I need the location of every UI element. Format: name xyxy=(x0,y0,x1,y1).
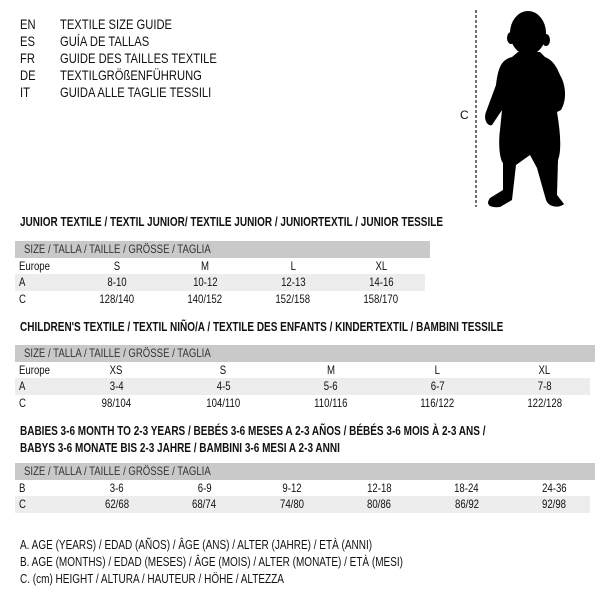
row-label: C xyxy=(19,395,26,410)
table-cell: XL xyxy=(375,258,387,273)
table-cell: 158/170 xyxy=(363,291,399,306)
table-cell: 62/68 xyxy=(104,497,129,511)
language-code: EN xyxy=(20,16,36,32)
legend-a: A. AGE (YEARS) / EDAD (AÑOS) / ÂGE (ANS)… xyxy=(20,538,373,552)
table-header: SIZE / TALLA / TAILLE / GRÖSSE / TAGLIA xyxy=(15,345,595,362)
table-row: Europe XS S M L XL xyxy=(15,362,590,379)
silhouette-head xyxy=(510,11,546,55)
table-cell: S xyxy=(220,362,227,377)
table-cell: 74/80 xyxy=(279,497,304,511)
table-cell: 110/116 xyxy=(313,395,348,410)
table-cell: 5-6 xyxy=(323,379,338,393)
table-cell: 9-12 xyxy=(282,480,302,495)
table-cell: 7-8 xyxy=(537,379,552,393)
table-row: A 8-10 10-12 12-13 14-16 xyxy=(15,274,425,291)
language-code: FR xyxy=(20,50,35,66)
table-cell: 80/86 xyxy=(367,497,392,511)
height-measure-label: C xyxy=(460,108,469,122)
table-cell: 24-36 xyxy=(541,480,567,495)
table-cell: 6-7 xyxy=(430,379,445,393)
table-cell: 14-16 xyxy=(368,275,394,289)
row-label: A xyxy=(19,379,26,393)
table-row: B 3-6 6-9 9-12 12-18 18-24 24-36 xyxy=(15,480,590,497)
table-cell: 98/104 xyxy=(101,395,132,410)
table-cell: XL xyxy=(538,362,551,377)
junior-size-table: SIZE / TALLA / TAILLE / GRÖSSE / TAGLIA … xyxy=(15,241,430,307)
row-label: C xyxy=(19,497,26,511)
language-title: TEXTILE SIZE GUIDE xyxy=(60,16,173,32)
table-row: C 98/104 104/110 110/116 116/122 122/128 xyxy=(15,395,590,412)
babies-size-table: SIZE / TALLA / TAILLE / GRÖSSE / TAGLIA … xyxy=(15,463,595,513)
table-cell: 3-4 xyxy=(109,379,124,393)
table-cell: 12-18 xyxy=(366,480,392,495)
table-cell: 4-5 xyxy=(216,379,231,393)
table-cell: 92/98 xyxy=(542,497,567,511)
babies-title-line-2: BABYS 3-6 MONATE BIS 2-3 JAHRE / BAMBINI… xyxy=(20,441,340,455)
table-cell: 128/140 xyxy=(99,291,135,306)
language-title: GUÍA DE TALLAS xyxy=(60,33,150,49)
silhouette-body xyxy=(485,52,566,208)
table-cell: 68/74 xyxy=(192,497,217,511)
table-cell: M xyxy=(326,362,335,377)
table-row: A 3-4 4-5 5-6 6-7 7-8 xyxy=(15,378,590,395)
table-cell: M xyxy=(201,258,209,273)
children-size-table: SIZE / TALLA / TAILLE / GRÖSSE / TAGLIA … xyxy=(15,345,595,411)
table-cell: L xyxy=(290,258,296,273)
table-row: Europe S M L XL xyxy=(15,258,425,275)
table-cell: 8-10 xyxy=(107,275,127,289)
junior-title: JUNIOR TEXTILE / TEXTIL JUNIOR/ TEXTILE … xyxy=(20,215,444,229)
table-cell: 12-13 xyxy=(280,275,306,289)
table-cell: L xyxy=(434,362,441,377)
language-title: TEXTILGRÖßENFÜHRUNG xyxy=(60,67,202,83)
table-header: SIZE / TALLA / TAILLE / GRÖSSE / TAGLIA xyxy=(15,241,430,258)
table-row: C 128/140 140/152 152/158 158/170 xyxy=(15,291,425,308)
table-cell: 86/92 xyxy=(454,497,479,511)
row-label: Europe xyxy=(19,362,50,377)
babies-title-line-1: BABIES 3-6 MONTH TO 2-3 YEARS / BEBÉS 3-… xyxy=(20,424,486,438)
table-cell: 116/122 xyxy=(420,395,455,410)
legend-c: C. (cm) HEIGHT / ALTURA / HAUTEUR / HÖHE… xyxy=(20,572,284,586)
language-title: GUIDE DES TAILLES TEXTILE xyxy=(60,50,217,66)
row-label: B xyxy=(19,480,26,495)
table-cell: S xyxy=(113,258,121,273)
table-cell: 18-24 xyxy=(454,480,480,495)
language-code: IT xyxy=(20,84,30,100)
language-title: GUIDA ALLE TAGLIE TESSILI xyxy=(60,84,212,100)
table-cell: 152/158 xyxy=(275,291,311,306)
table-cell: 122/128 xyxy=(527,395,562,410)
table-cell: 104/110 xyxy=(206,395,241,410)
child-silhouette-icon xyxy=(475,10,566,208)
table-header: SIZE / TALLA / TAILLE / GRÖSSE / TAGLIA xyxy=(15,463,595,480)
legend-b: B. AGE (MONTHS) / EDAD (MESES) / ÂGE (MO… xyxy=(20,555,403,569)
children-title: CHILDREN'S TEXTILE / TEXTIL NIÑO/A / TEX… xyxy=(20,320,504,334)
row-label: A xyxy=(19,275,26,289)
table-row: C 62/68 68/74 74/80 80/86 86/92 92/98 xyxy=(15,496,590,513)
table-cell: 3-6 xyxy=(109,480,124,495)
table-cell: 10-12 xyxy=(192,275,218,289)
table-cell: 6-9 xyxy=(197,480,212,495)
table-cell: 140/152 xyxy=(187,291,223,306)
row-label: Europe xyxy=(19,258,50,273)
table-cell: XS xyxy=(110,362,123,377)
row-label: C xyxy=(19,291,26,306)
language-code: DE xyxy=(20,67,36,83)
language-code: ES xyxy=(20,33,35,49)
